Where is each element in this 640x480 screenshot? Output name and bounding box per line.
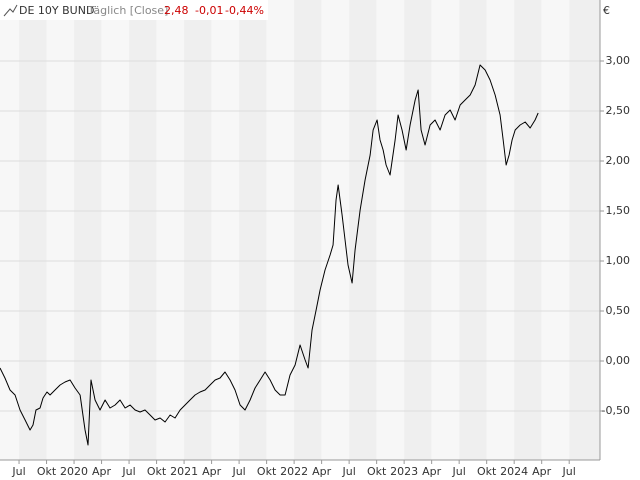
x-tick-label: Jul xyxy=(231,465,245,478)
band xyxy=(321,0,350,460)
x-tick-label: 2024 xyxy=(500,465,528,478)
y-tick-label: 0,50 xyxy=(606,304,631,317)
x-tick-label: Apr xyxy=(422,465,442,478)
x-tick-label: Okt xyxy=(477,465,497,478)
band xyxy=(0,0,20,460)
x-tick-label: Okt xyxy=(37,465,57,478)
y-tick-label: 0,00 xyxy=(606,354,631,367)
x-tick-label: 2023 xyxy=(390,465,418,478)
band xyxy=(74,0,102,460)
band xyxy=(569,0,600,460)
band xyxy=(459,0,487,460)
x-tick-label: Okt xyxy=(257,465,277,478)
x-tick-label: Apr xyxy=(312,465,332,478)
x-tick-label: Jul xyxy=(452,465,466,478)
x-tick-label: Okt xyxy=(367,465,387,478)
band xyxy=(129,0,157,460)
band xyxy=(101,0,130,460)
band xyxy=(266,0,295,460)
header-value: -0,44% xyxy=(225,4,264,17)
x-tick-label: Jul xyxy=(121,465,135,478)
band xyxy=(19,0,47,460)
band xyxy=(184,0,212,460)
band xyxy=(404,0,432,460)
grid xyxy=(0,60,604,464)
x-tick-label: Apr xyxy=(202,465,222,478)
chart-subtitle: Täglich [Close] xyxy=(87,4,168,17)
y-tick-label: 2,50 xyxy=(606,104,631,117)
band xyxy=(431,0,460,460)
y-tick-label: 1,50 xyxy=(606,204,631,217)
band xyxy=(156,0,185,460)
x-tick-label: Apr xyxy=(532,465,552,478)
x-tick-label: Apr xyxy=(92,465,112,478)
x-tick-label: Okt xyxy=(147,465,167,478)
band xyxy=(46,0,75,460)
band xyxy=(349,0,377,460)
header-value: 2,48 xyxy=(164,4,189,17)
chart-title: DE 10Y BUND xyxy=(19,4,94,17)
band xyxy=(211,0,240,460)
band xyxy=(514,0,542,460)
y-tick-label: 1,00 xyxy=(606,254,631,267)
x-tick-label: 2022 xyxy=(280,465,308,478)
plot-background xyxy=(0,0,600,460)
x-tick-label: Jul xyxy=(341,465,355,478)
band xyxy=(541,0,570,460)
line-icon xyxy=(3,4,18,17)
header-value: -0,01 xyxy=(195,4,223,17)
x-tick-label: 2020 xyxy=(60,465,88,478)
y-unit: € xyxy=(603,4,610,17)
band xyxy=(294,0,322,460)
band xyxy=(486,0,515,460)
y-tick-label: 2,00 xyxy=(606,154,631,167)
band xyxy=(239,0,267,460)
y-tick-label: -0,50 xyxy=(602,404,630,417)
marks xyxy=(0,64,539,446)
x-tick-label: Jul xyxy=(11,465,25,478)
x-tick-label: 2021 xyxy=(170,465,198,478)
x-tick-label: Jul xyxy=(562,465,576,478)
header-box xyxy=(0,0,268,20)
y-tick-label: 3,00 xyxy=(606,54,631,67)
line xyxy=(0,64,539,446)
band xyxy=(376,0,405,460)
